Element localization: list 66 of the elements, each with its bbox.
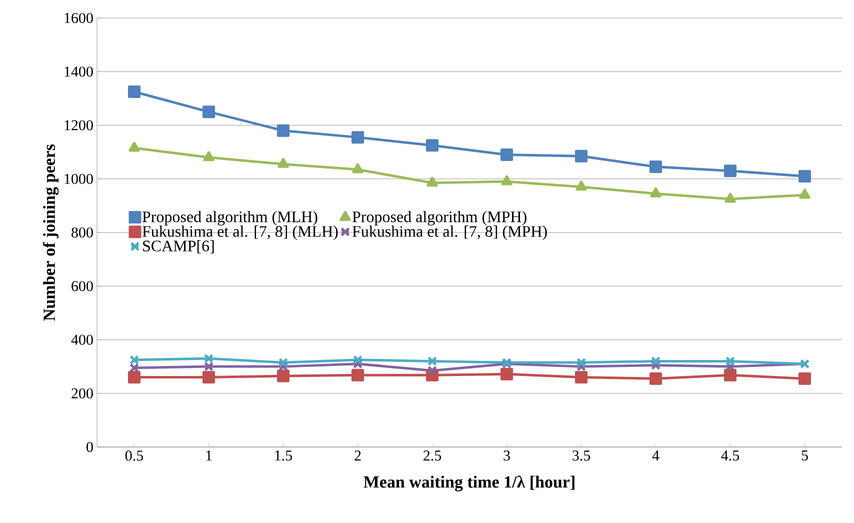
- point: [575, 371, 588, 384]
- x-tick-label: 5: [802, 450, 808, 460]
- y-tick-label: 1600: [64, 12, 93, 24]
- point: [724, 164, 736, 178]
- point: [576, 180, 587, 191]
- point: [277, 370, 290, 382]
- x-tick-label: 2.5: [424, 450, 442, 461]
- point: [204, 362, 214, 372]
- point: [128, 371, 141, 384]
- y-tick-label: 1400: [64, 66, 93, 77]
- y-tick-label: 0: [86, 442, 93, 452]
- y-tick-label: 200: [72, 388, 93, 398]
- point: [650, 372, 662, 385]
- y-tick-label: 1200: [64, 120, 93, 130]
- point: [277, 124, 290, 137]
- x-tick-label: 3: [504, 450, 510, 461]
- point: [204, 354, 214, 364]
- point: [129, 355, 140, 365]
- point: [724, 368, 736, 382]
- point: [426, 139, 438, 152]
- y-tick-label: 1000: [64, 174, 93, 184]
- x-tick-label: 4.5: [721, 450, 740, 461]
- point: [352, 163, 364, 174]
- y-tick-label: 400: [71, 334, 93, 345]
- point: [426, 176, 438, 187]
- point: [650, 356, 661, 366]
- x-tick-label: 1: [206, 450, 212, 460]
- point: [203, 151, 214, 162]
- point: [724, 192, 736, 203]
- point: [798, 372, 812, 385]
- point: [202, 371, 216, 384]
- point: [798, 170, 812, 182]
- x-tick-label: 1.5: [275, 450, 292, 461]
- legend-label: SCAMP[6]: [143, 240, 214, 254]
- point: [500, 148, 513, 161]
- point: [427, 356, 438, 366]
- point: [278, 158, 289, 168]
- point: [501, 175, 512, 186]
- y-tick-label: 600: [72, 281, 93, 292]
- point: [427, 366, 438, 376]
- y-tick-label: 800: [72, 227, 93, 238]
- x-tick-label: 0.5: [125, 450, 144, 461]
- point: [500, 368, 513, 380]
- x-axis-title: Mean waiting time 1/λ [hour]: [364, 476, 574, 492]
- legend-label: Fukushima et al. [7, 8] (MLH): [142, 226, 338, 240]
- point: [650, 160, 662, 174]
- point: [202, 106, 216, 118]
- x-tick-label: 3.5: [572, 450, 590, 461]
- point: [575, 150, 588, 162]
- x-tick-label: 4: [652, 450, 660, 460]
- point: [352, 368, 364, 382]
- x-tick-label: 2: [354, 450, 361, 460]
- point: [799, 188, 810, 199]
- legend-label: Fukushima et al. [7, 8] (MPH): [352, 226, 547, 240]
- legend-label: Proposed algorithm (MPH): [352, 210, 526, 226]
- y-axis-title: Number of joining peers: [42, 144, 59, 321]
- point: [650, 187, 662, 198]
- point: [352, 355, 363, 365]
- legend-label: Proposed algorithm (MLH): [142, 210, 318, 226]
- point: [129, 363, 140, 373]
- point: [278, 358, 288, 368]
- point: [576, 358, 586, 368]
- point: [725, 356, 736, 366]
- point: [128, 85, 141, 98]
- point: [352, 131, 364, 144]
- point: [128, 142, 140, 152]
